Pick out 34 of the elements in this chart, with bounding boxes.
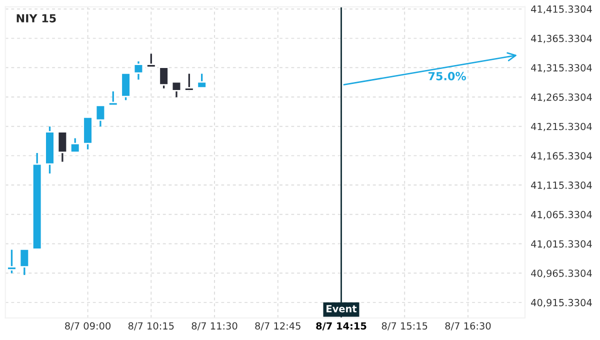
candlestick (133, 60, 144, 80)
y-tick-label: 41,415.3304 (531, 5, 592, 14)
y-tick-label: 41,065.3304 (531, 210, 592, 220)
x-tick-label: 8/7 09:00 (65, 322, 111, 330)
x-tick-label: 8/7 16:30 (445, 322, 491, 330)
y-tick-label: 41,015.3304 (531, 240, 592, 249)
y-tick-label: 41,115.3304 (531, 182, 592, 190)
y-tick-label: 41,215.3304 (531, 122, 592, 132)
y-tick-label: 41,365.3304 (531, 34, 592, 44)
candlestick (158, 66, 169, 90)
x-tick-label: 8/7 12:45 (255, 322, 300, 330)
y-tick-label: 41,315.3304 (531, 64, 592, 72)
candlestick (19, 248, 30, 276)
candlestick (70, 137, 80, 154)
candlestick (184, 72, 194, 92)
x-tick-label: 8/7 14:15 (316, 322, 366, 330)
candlestick (120, 72, 131, 101)
candlestick (196, 72, 207, 90)
candlestick (171, 81, 182, 98)
candlestick (6, 248, 17, 274)
annotation: 75.0% (428, 72, 466, 80)
candlestick (108, 90, 118, 107)
x-tick-label: 8/7 10:15 (128, 322, 174, 330)
y-tick-label: 41,265.3304 (531, 93, 592, 102)
y-tick-label: 40,915.3304 (531, 298, 592, 308)
x-tick-label: 8/7 11:30 (192, 322, 238, 330)
candlestick (57, 130, 68, 163)
x-tick-label: 8/7 15:15 (382, 322, 428, 330)
candlestick (146, 52, 156, 68)
ref-line-label: Event (326, 305, 357, 312)
y-tick-label: 41,165.3304 (531, 152, 592, 161)
candlestick (95, 104, 106, 128)
text: NIY 15 (16, 14, 56, 22)
y-tick-label: 40,965.3304 (531, 270, 592, 278)
